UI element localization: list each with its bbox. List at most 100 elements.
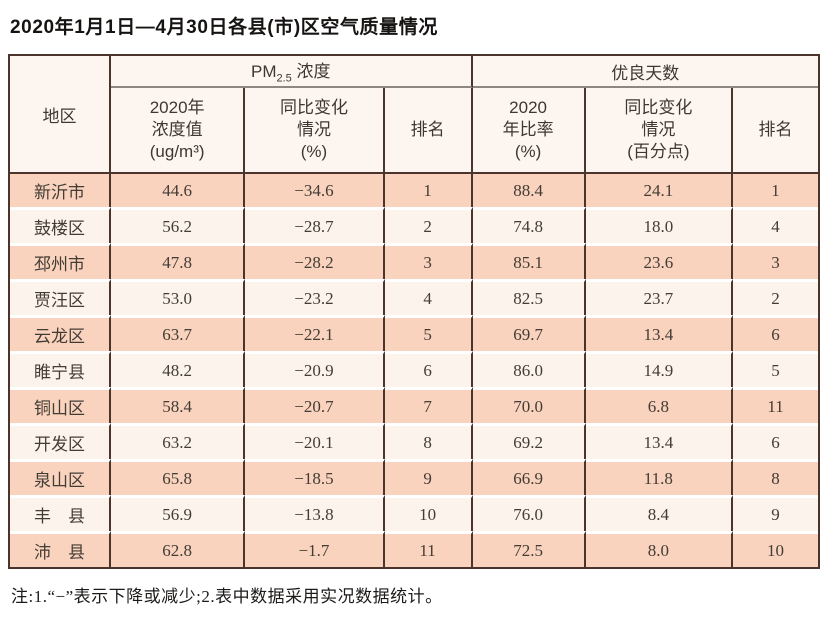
cell-region: 新沂市 — [10, 174, 111, 207]
cell-pm-value: 44.6 — [110, 174, 246, 207]
cell-good-rank: 6 — [733, 315, 818, 351]
cell-pm-rank: 1 — [384, 174, 473, 207]
header-line: 年比率 — [502, 119, 554, 139]
pm-group-suffix: 浓度 — [291, 62, 331, 82]
column-header-good-change: 同比变化 情况 (百分点) — [585, 88, 734, 174]
cell-pm-rank: 9 — [384, 459, 473, 495]
cell-region: 丰 县 — [10, 495, 111, 531]
cell-region: 开发区 — [10, 423, 111, 459]
cell-good-rank: 11 — [733, 387, 818, 423]
cell-pm-rank: 3 — [384, 243, 473, 279]
cell-pm-change: −13.8 — [245, 495, 385, 531]
sub-header-row: 2020年 浓度值 (ug/m³) 同比变化 情况 (%) 排名 2020 年比… — [10, 88, 818, 174]
pm-group-prefix: PM — [250, 62, 277, 82]
header-line: 同比变化 — [624, 97, 693, 117]
cell-pm-value: 63.7 — [110, 315, 246, 351]
corner-header-region: 地区 — [10, 56, 111, 174]
cell-good-rate: 86.0 — [472, 351, 586, 387]
header-line: 排名 — [410, 119, 445, 139]
cell-good-rate: 70.0 — [472, 387, 586, 423]
cell-pm-value: 53.0 — [110, 279, 246, 315]
cell-good-change: 11.8 — [585, 459, 734, 495]
cell-good-change: 14.9 — [585, 351, 734, 387]
cell-good-rank: 3 — [733, 243, 818, 279]
cell-region: 鼓楼区 — [10, 207, 111, 243]
header-line: (%) — [300, 142, 328, 162]
cell-good-rate: 88.4 — [472, 174, 586, 207]
cell-good-rank: 4 — [733, 207, 818, 243]
table-row: 沛 县 62.8 −1.7 11 72.5 8.0 10 — [10, 531, 818, 567]
table-row: 新沂市 44.6 −34.6 1 88.4 24.1 1 — [10, 174, 818, 207]
table-row: 邳州市 47.8 −28.2 3 85.1 23.6 3 — [10, 243, 818, 279]
cell-pm-value: 48.2 — [110, 351, 246, 387]
cell-good-rank: 6 — [733, 423, 818, 459]
cell-good-rank: 8 — [733, 459, 818, 495]
page-root: 2020年1月1日—4月30日各县(市)区空气质量情况 地区 PM2.5 浓度 … — [8, 17, 820, 606]
cell-pm-value: 56.9 — [110, 495, 246, 531]
table-row: 铜山区 58.4 −20.7 7 70.0 6.8 11 — [10, 387, 818, 423]
cell-good-rate: 85.1 — [472, 243, 586, 279]
cell-good-change: 23.6 — [585, 243, 734, 279]
cell-pm-value: 58.4 — [110, 387, 246, 423]
table-row: 开发区 63.2 −20.1 8 69.2 13.4 6 — [10, 423, 818, 459]
cell-region: 云龙区 — [10, 315, 111, 351]
cell-region: 泉山区 — [10, 459, 111, 495]
cell-good-rate: 82.5 — [472, 279, 586, 315]
cell-good-change: 24.1 — [585, 174, 734, 207]
cell-region: 睢宁县 — [10, 351, 111, 387]
cell-pm-change: −20.1 — [245, 423, 385, 459]
table-row: 云龙区 63.7 −22.1 5 69.7 13.4 6 — [10, 315, 818, 351]
cell-pm-rank: 11 — [384, 531, 473, 567]
cell-pm-value: 56.2 — [110, 207, 246, 243]
cell-pm-change: −23.2 — [245, 279, 385, 315]
cell-pm-change: −34.6 — [245, 174, 385, 207]
cell-good-change: 8.4 — [585, 495, 734, 531]
table-row: 睢宁县 48.2 −20.9 6 86.0 14.9 5 — [10, 351, 818, 387]
cell-good-rate: 76.0 — [472, 495, 586, 531]
cell-pm-value: 65.8 — [110, 459, 246, 495]
header-line: 2020年 — [149, 97, 205, 117]
cell-good-rank: 9 — [733, 495, 818, 531]
cell-region: 铜山区 — [10, 387, 111, 423]
header-line: 同比变化 — [279, 97, 348, 117]
header-line: 浓度值 — [151, 119, 203, 139]
cell-pm-rank: 2 — [384, 207, 473, 243]
cell-good-rank: 10 — [733, 531, 818, 567]
cell-good-rank: 1 — [733, 174, 818, 207]
footnote: 注:1.“−”表示下降或减少;2.表中数据采用实况数据统计。 — [11, 587, 443, 606]
cell-good-change: 23.7 — [585, 279, 734, 315]
table-body: 新沂市 44.6 −34.6 1 88.4 24.1 1 鼓楼区 56.2 −2… — [10, 174, 818, 567]
cell-pm-change: −28.7 — [245, 207, 385, 243]
cell-pm-change: −1.7 — [245, 531, 385, 567]
pm-group-header: PM2.5 浓度 — [110, 56, 473, 88]
cell-good-rank: 2 — [733, 279, 818, 315]
page-title: 2020年1月1日—4月30日各县(市)区空气质量情况 — [10, 17, 438, 38]
cell-pm-value: 62.8 — [110, 531, 246, 567]
cell-good-change: 8.0 — [585, 531, 734, 567]
cell-good-change: 13.4 — [585, 315, 734, 351]
cell-good-change: 6.8 — [585, 387, 734, 423]
header-line: (百分点) — [627, 142, 690, 162]
table-header: 地区 PM2.5 浓度 优良天数 2020年 浓度值 (ug/m³) 同比变化 … — [10, 56, 818, 174]
cell-good-rate: 72.5 — [472, 531, 586, 567]
header-line: 2020 — [509, 97, 547, 117]
group-header-row: 地区 PM2.5 浓度 优良天数 — [10, 56, 818, 174]
cell-pm-value: 63.2 — [110, 423, 246, 459]
cell-region: 邳州市 — [10, 243, 111, 279]
cell-pm-change: −28.2 — [245, 243, 385, 279]
cell-pm-rank: 5 — [384, 315, 473, 351]
table-row: 鼓楼区 56.2 −28.7 2 74.8 18.0 4 — [10, 207, 818, 243]
cell-region: 沛 县 — [10, 531, 111, 567]
cell-pm-change: −20.9 — [245, 351, 385, 387]
cell-pm-change: −22.1 — [245, 315, 385, 351]
cell-good-rate: 69.7 — [472, 315, 586, 351]
cell-pm-value: 47.8 — [110, 243, 246, 279]
header-line: 情况 — [641, 119, 676, 139]
cell-good-rate: 69.2 — [472, 423, 586, 459]
cell-pm-change: −18.5 — [245, 459, 385, 495]
table-row: 泉山区 65.8 −18.5 9 66.9 11.8 8 — [10, 459, 818, 495]
cell-pm-rank: 8 — [384, 423, 473, 459]
cell-good-change: 18.0 — [585, 207, 734, 243]
cell-pm-change: −20.7 — [245, 387, 385, 423]
column-header-pm-value: 2020年 浓度值 (ug/m³) — [110, 88, 246, 174]
